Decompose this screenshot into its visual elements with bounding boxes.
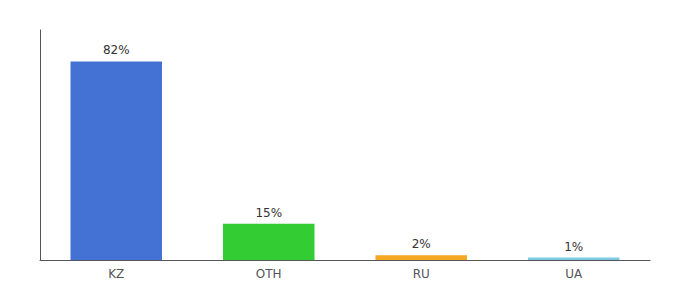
svg-text:82%: 82% — [103, 43, 130, 57]
svg-text:15%: 15% — [255, 206, 282, 220]
svg-text:1%: 1% — [564, 240, 583, 254]
svg-text:RU: RU — [413, 267, 430, 281]
svg-text:OTH: OTH — [256, 267, 282, 281]
svg-text:UA: UA — [565, 267, 583, 281]
svg-text:KZ: KZ — [108, 267, 124, 281]
svg-text:2%: 2% — [412, 237, 431, 251]
